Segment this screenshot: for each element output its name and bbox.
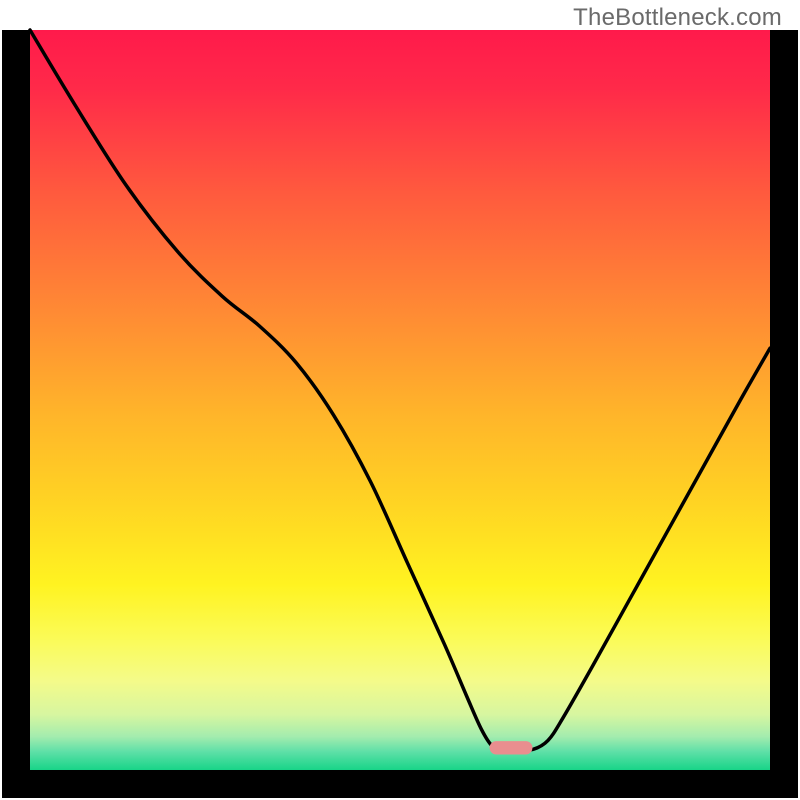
watermark-text: TheBottleneck.com bbox=[573, 4, 782, 32]
frame-left bbox=[2, 30, 30, 798]
gradient-background bbox=[30, 30, 770, 770]
bottleneck-chart bbox=[0, 0, 800, 800]
frame-bottom bbox=[2, 770, 798, 798]
frame-right bbox=[770, 30, 798, 798]
optimal-marker bbox=[490, 741, 533, 754]
